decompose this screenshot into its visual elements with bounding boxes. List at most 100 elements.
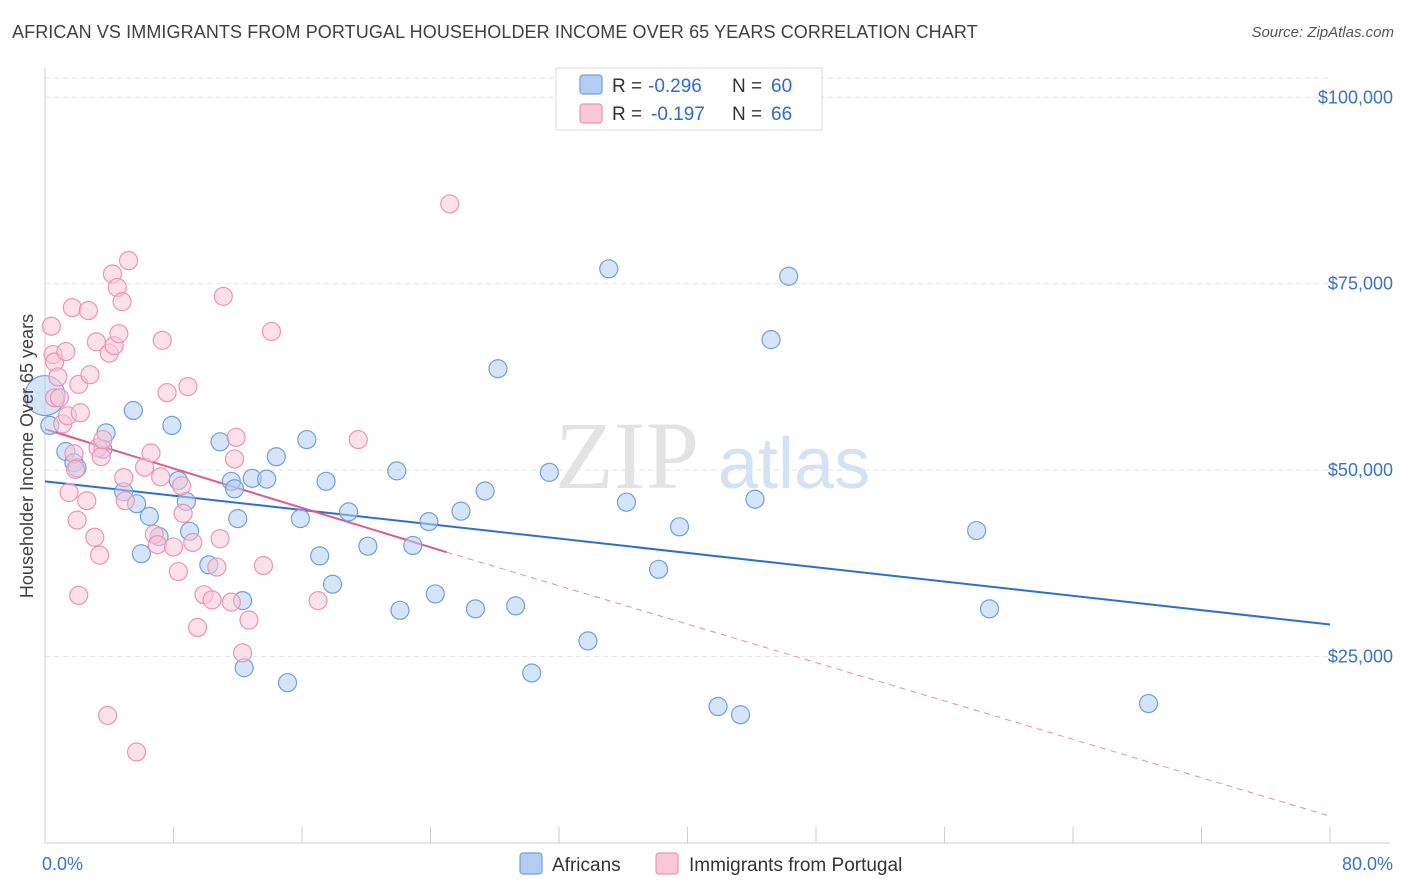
point-africans-18 — [210, 432, 230, 452]
legend-n-label-portugal: N = — [732, 104, 762, 125]
legend-r-value-africans: -0.296 — [648, 76, 702, 97]
point-portugal-25 — [93, 429, 113, 450]
point-africans-56 — [779, 266, 799, 286]
point-portugal-31 — [109, 324, 129, 344]
chart-source: Source: ZipAtlas.com — [1251, 24, 1394, 41]
point-portugal-50 — [187, 617, 208, 638]
point-africans-31 — [316, 471, 336, 491]
point-africans-7 — [123, 400, 143, 421]
point-africans-34 — [358, 536, 378, 556]
series-legend: Africans Immigrants from Portugal — [519, 852, 902, 876]
y-tick-label-2: $75,000 — [1328, 274, 1393, 294]
y-tick-label-0: $25,000 — [1328, 647, 1393, 667]
bottom-legend-swatch-africans — [519, 852, 543, 875]
point-portugal-47 — [173, 503, 193, 523]
point-portugal-35 — [118, 250, 139, 271]
point-portugal-45 — [168, 561, 188, 582]
point-africans-41 — [465, 599, 486, 619]
point-africans-40 — [451, 501, 471, 521]
point-portugal-17 — [77, 491, 97, 511]
x-tick-label-0: 0.0% — [42, 854, 83, 874]
point-portugal-16 — [70, 403, 90, 423]
point-portugal-46 — [171, 476, 192, 496]
point-africans-27 — [277, 673, 298, 693]
bottom-legend-label-portugal: Immigrants from Portugal — [689, 855, 902, 876]
point-portugal-36 — [126, 742, 147, 762]
point-portugal-65 — [440, 194, 460, 214]
point-portugal-56 — [221, 592, 241, 612]
watermark: ZIP atlas — [555, 402, 870, 509]
legend-n-label-africans: N = — [732, 76, 762, 97]
point-portugal-53 — [207, 557, 227, 577]
point-africans-36 — [390, 600, 410, 620]
point-africans-49 — [616, 492, 637, 512]
point-portugal-26 — [98, 705, 118, 726]
point-africans-10 — [131, 544, 151, 564]
point-portugal-48 — [178, 377, 198, 397]
point-portugal-54 — [210, 529, 230, 549]
point-portugal-19 — [80, 365, 100, 385]
point-portugal-9 — [59, 482, 79, 503]
point-portugal-23 — [90, 545, 110, 565]
point-portugal-64 — [348, 429, 368, 450]
point-africans-30 — [310, 546, 330, 566]
point-portugal-44 — [163, 537, 184, 557]
y-axis-label: Householder Income Over 65 years — [17, 314, 37, 598]
point-portugal-32 — [112, 292, 132, 312]
point-portugal-41 — [151, 467, 171, 487]
trend-extension-1 — [446, 551, 1331, 817]
data-points — [24, 194, 1159, 762]
point-africans-33 — [338, 502, 359, 522]
x-tick-label-1: 80.0% — [1342, 854, 1393, 874]
point-portugal-57 — [224, 449, 245, 469]
tick-labels: $25,000 $50,000 $75,000 $100,000 0.0% 80.0% — [42, 87, 1393, 874]
axes — [44, 68, 1390, 844]
trend-line-0 — [44, 480, 1331, 626]
point-africans-53 — [730, 705, 751, 725]
legend-r-label-portugal: R = — [612, 104, 642, 125]
point-africans-21 — [228, 509, 248, 529]
point-portugal-20 — [85, 527, 105, 547]
legend-swatch-africans — [579, 74, 603, 95]
legend-r-value-portugal: -0.197 — [651, 104, 705, 125]
point-portugal-34 — [115, 491, 135, 511]
grid-lines — [45, 77, 1330, 658]
point-africans-59 — [1138, 693, 1159, 714]
point-africans-11 — [139, 506, 160, 526]
point-africans-54 — [745, 489, 765, 509]
point-portugal-18 — [78, 300, 98, 321]
watermark-zip: ZIP — [555, 402, 699, 509]
watermark-atlas: atlas — [718, 424, 870, 504]
point-portugal-43 — [157, 382, 177, 403]
point-africans-32 — [322, 574, 343, 594]
point-portugal-40 — [147, 535, 168, 555]
point-africans-42 — [475, 481, 495, 501]
point-africans-55 — [761, 330, 781, 350]
point-africans-37 — [403, 535, 423, 556]
point-portugal-0 — [41, 316, 62, 336]
point-portugal-55 — [213, 286, 233, 306]
point-portugal-49 — [183, 532, 203, 553]
point-africans-45 — [522, 663, 542, 683]
y-tick-label-1: $50,000 — [1328, 460, 1393, 480]
point-portugal-33 — [114, 468, 134, 488]
point-africans-52 — [708, 696, 728, 717]
point-portugal-4 — [48, 367, 68, 387]
point-africans-35 — [387, 461, 407, 481]
point-portugal-24 — [91, 447, 111, 467]
legend-r-label-africans: R = — [612, 76, 642, 97]
point-portugal-38 — [141, 443, 161, 463]
point-portugal-10 — [62, 297, 82, 318]
point-africans-26 — [266, 447, 286, 467]
legend-n-value-africans: 60 — [771, 76, 792, 97]
point-portugal-14 — [69, 585, 89, 606]
point-africans-57 — [967, 520, 987, 541]
chart-title: AFRICAN VS IMMIGRANTS FROM PORTUGAL HOUS… — [12, 22, 978, 42]
y-tick-label-3: $100,000 — [1318, 87, 1393, 107]
point-portugal-12 — [65, 459, 86, 479]
point-portugal-52 — [202, 590, 222, 610]
point-portugal-61 — [253, 555, 274, 576]
point-portugal-63 — [308, 591, 328, 611]
bottom-legend-swatch-portugal — [655, 852, 679, 875]
